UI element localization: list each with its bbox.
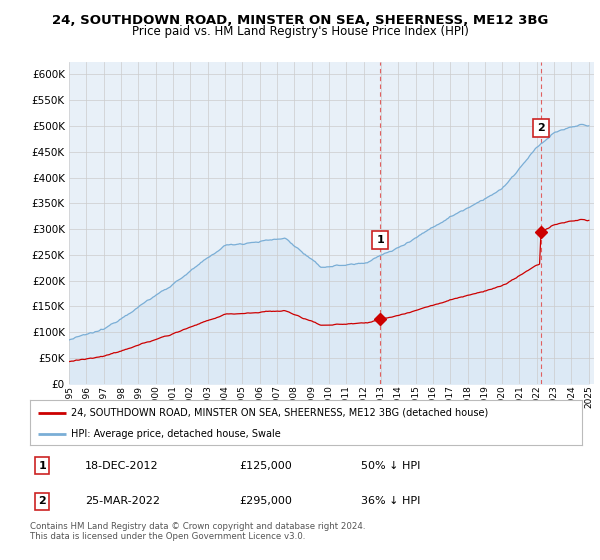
Text: 2: 2: [38, 496, 46, 506]
Text: 1: 1: [38, 460, 46, 470]
Text: 18-DEC-2012: 18-DEC-2012: [85, 460, 159, 470]
Text: Price paid vs. HM Land Registry's House Price Index (HPI): Price paid vs. HM Land Registry's House …: [131, 25, 469, 38]
Text: 50% ↓ HPI: 50% ↓ HPI: [361, 460, 421, 470]
Text: £125,000: £125,000: [240, 460, 293, 470]
Text: Contains HM Land Registry data © Crown copyright and database right 2024.
This d: Contains HM Land Registry data © Crown c…: [30, 522, 365, 542]
Text: 24, SOUTHDOWN ROAD, MINSTER ON SEA, SHEERNESS, ME12 3BG: 24, SOUTHDOWN ROAD, MINSTER ON SEA, SHEE…: [52, 14, 548, 27]
Text: £295,000: £295,000: [240, 496, 293, 506]
Text: 25-MAR-2022: 25-MAR-2022: [85, 496, 160, 506]
Text: 36% ↓ HPI: 36% ↓ HPI: [361, 496, 421, 506]
Text: HPI: Average price, detached house, Swale: HPI: Average price, detached house, Swal…: [71, 429, 281, 439]
Text: 24, SOUTHDOWN ROAD, MINSTER ON SEA, SHEERNESS, ME12 3BG (detached house): 24, SOUTHDOWN ROAD, MINSTER ON SEA, SHEE…: [71, 408, 488, 418]
Text: 2: 2: [537, 123, 545, 133]
Text: 1: 1: [376, 235, 384, 245]
